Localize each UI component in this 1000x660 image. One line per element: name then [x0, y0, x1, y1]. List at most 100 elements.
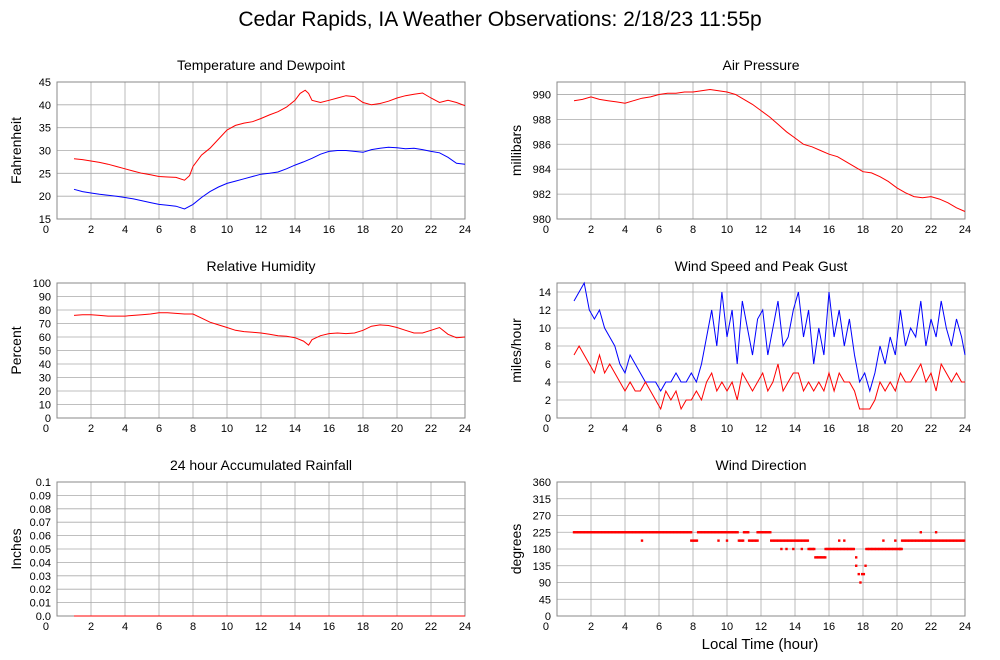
x-tick-label: 0 [43, 423, 49, 435]
y-tick-label: 25 [39, 168, 51, 180]
x-tick-label: 12 [255, 423, 267, 435]
y-axis-label: miles/hour [508, 318, 524, 383]
direction-point [933, 539, 936, 542]
plot-frame [556, 81, 966, 220]
y-tick-label: 14 [539, 287, 551, 299]
x-tick-label: 18 [357, 621, 369, 633]
x-tick-label: 12 [255, 224, 267, 236]
direction-point [742, 531, 746, 534]
y-axis-label: Inches [8, 528, 24, 569]
direction-point [879, 547, 882, 551]
direction-point [805, 539, 808, 542]
direction-point [754, 539, 758, 542]
x-tick-label: 16 [323, 423, 335, 435]
x-tick-label: 16 [323, 621, 335, 633]
direction-point [599, 531, 603, 534]
direction-point [719, 531, 722, 534]
direction-point [927, 539, 931, 542]
direction-point [803, 539, 807, 542]
direction-point [741, 539, 745, 542]
direction-point [606, 531, 610, 534]
direction-point [846, 547, 850, 551]
direction-point [831, 547, 834, 551]
y-tick-label: 0.05 [30, 544, 51, 556]
direction-point [715, 531, 718, 534]
x-tick-label: 12 [755, 621, 767, 633]
direction-point [848, 547, 851, 551]
x-tick-label: 4 [122, 224, 128, 236]
x-tick-label: 14 [289, 621, 301, 633]
direction-point [681, 531, 684, 534]
direction-point [712, 531, 715, 534]
direction-point [792, 547, 795, 551]
direction-point [656, 531, 659, 534]
direction-point [814, 556, 817, 559]
direction-point [915, 539, 918, 542]
x-tick-label: 2 [88, 423, 94, 435]
direction-point [602, 531, 605, 534]
direction-point [601, 531, 604, 534]
direction-point [716, 531, 720, 534]
direction-point [887, 547, 891, 551]
x-tick-label: 0 [543, 621, 549, 633]
x-tick-label: 2 [588, 224, 594, 236]
y-tick-label: 0.08 [30, 504, 51, 516]
x-tick-label: 6 [156, 423, 162, 435]
series-line [73, 89, 466, 181]
direction-point [760, 531, 764, 534]
y-tick-label: 12 [539, 305, 551, 317]
x-tick-label: 16 [823, 423, 835, 435]
direction-point [694, 539, 697, 542]
series-line [73, 146, 466, 210]
y-tick-label: 360 [533, 477, 551, 489]
direction-point [665, 531, 669, 534]
direction-point [752, 539, 755, 542]
direction-point [767, 531, 771, 534]
direction-point [623, 531, 626, 534]
direction-point [605, 531, 608, 534]
direction-point [690, 539, 693, 542]
direction-point [810, 547, 813, 551]
direction-point [849, 547, 853, 551]
direction-point [619, 531, 622, 534]
x-tick-label: 2 [588, 423, 594, 435]
chart-title: Temperature and Dewpoint [177, 57, 345, 73]
direction-point [688, 531, 691, 534]
direction-point [740, 539, 743, 542]
x-tick-label: 20 [391, 621, 403, 633]
direction-point [923, 539, 926, 542]
direction-point [658, 531, 662, 534]
direction-point [609, 531, 612, 534]
direction-point [802, 539, 805, 542]
direction-point [654, 531, 658, 534]
series-line [573, 281, 966, 393]
direction-point [739, 539, 742, 542]
direction-point [920, 539, 924, 542]
x-tick-label: 16 [823, 621, 835, 633]
direction-point [757, 531, 761, 534]
direction-point [870, 547, 874, 551]
direction-point [660, 531, 663, 534]
y-axis-label: Fahrenheit [8, 117, 24, 184]
series-line [573, 88, 966, 212]
direction-point [834, 547, 837, 551]
direction-point [897, 547, 901, 551]
x-tick-label: 20 [391, 224, 403, 236]
direction-point [598, 531, 601, 534]
direction-point [711, 531, 714, 534]
chart-title: Air Pressure [722, 57, 799, 73]
x-tick-label: 10 [721, 621, 733, 633]
y-tick-label: 80 [39, 305, 51, 317]
direction-point [723, 531, 727, 534]
direction-point [588, 531, 591, 534]
page-title: Cedar Rapids, IA Weather Observations: 2… [238, 8, 762, 31]
x-tick-label: 6 [156, 621, 162, 633]
direction-point [837, 547, 840, 551]
direction-point [747, 531, 750, 534]
direction-point [889, 547, 892, 551]
x-tick-label: 6 [156, 224, 162, 236]
y-tick-label: 0.01 [30, 598, 51, 610]
x-tick-label: 0 [43, 621, 49, 633]
